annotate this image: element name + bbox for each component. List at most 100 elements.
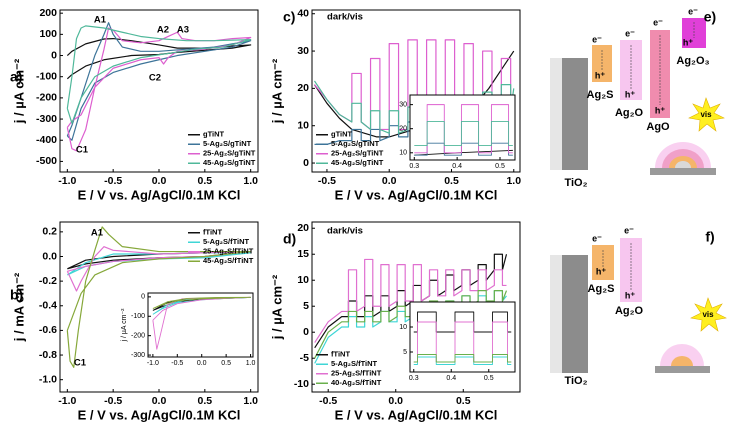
plot-frame xyxy=(409,301,516,373)
annotation: A1 xyxy=(91,228,104,239)
y-tick-label: -0.2 xyxy=(39,275,57,287)
band-label: Ag₂S xyxy=(587,89,614,101)
y-tick-label: 0 xyxy=(303,157,309,169)
annotation: A2 xyxy=(157,25,169,36)
particle-layer xyxy=(671,356,693,366)
x-tick-label: 1.0 xyxy=(243,175,258,187)
x-axis-label: E / V vs. Ag/AgCl/0.1M KCl xyxy=(335,187,498,202)
annotation: dark/vis xyxy=(327,12,363,23)
data-line xyxy=(66,226,252,368)
legend-label: gTiNT xyxy=(203,130,225,139)
legend-label: 45-Ag₂S/fTiNT xyxy=(203,256,254,265)
data-line xyxy=(414,142,513,156)
legend-label: 5-Ag₂S/fTiNT xyxy=(331,359,378,368)
particle-core xyxy=(675,161,691,168)
electron-label: e⁻ xyxy=(625,28,635,38)
hole-label: h⁺ xyxy=(596,266,606,276)
data-line xyxy=(414,121,513,147)
data-line xyxy=(413,354,512,363)
y-tick-label: -500 xyxy=(36,155,57,167)
y-tick-label: 10 xyxy=(297,274,309,286)
x-tick-label: 0.0 xyxy=(152,175,167,187)
hole-label: h⁺ xyxy=(683,37,693,47)
y-tick-label: -300 xyxy=(36,113,57,125)
x-tick-label: 0.0 xyxy=(388,395,403,407)
y-tick-label: 15 xyxy=(297,248,309,260)
band-label: TiO₂ xyxy=(564,375,587,387)
y-tick-label: -200 xyxy=(131,333,145,340)
x-tick-label: 0.4 xyxy=(452,163,462,170)
legend-label: fTiNT xyxy=(331,350,350,359)
data-line xyxy=(66,25,252,124)
panel-label: e) xyxy=(704,9,716,25)
legend-label: 5-Ag₂S/gTiNT xyxy=(331,139,380,148)
legend-label: 5-Ag₂S/fTiNT xyxy=(203,237,250,246)
y-axis-label: j / µA cm⁻² xyxy=(121,308,128,343)
band-label: Ag₂O xyxy=(615,305,644,317)
y-tick-label: 10 xyxy=(297,119,309,131)
panel-label: d) xyxy=(283,231,296,247)
legend-label: 5-Ag₂S/gTiNT xyxy=(203,139,252,148)
y-tick-label: 0.0 xyxy=(42,250,57,262)
y-axis-label: j / µA cm⁻² xyxy=(269,58,284,124)
data-line xyxy=(314,258,507,343)
sun xyxy=(690,297,727,332)
y-tick-label: -300 xyxy=(131,352,145,359)
x-tick-label: 0.0 xyxy=(197,360,207,367)
x-tick-label: -1.0 xyxy=(58,175,76,187)
x-tick-label: 0.5 xyxy=(456,395,471,407)
plot-frame xyxy=(59,9,259,173)
x-tick-label: 0.5 xyxy=(198,175,213,187)
data-line xyxy=(66,37,252,80)
x-tick-label: 0.3 xyxy=(409,375,419,382)
data-line xyxy=(152,296,252,309)
y-tick-label: -0.6 xyxy=(39,324,57,336)
y-tick-label: -5 xyxy=(300,352,309,364)
sun xyxy=(688,97,725,132)
y-tick-label: -400 xyxy=(36,134,57,146)
x-tick-label: 0.5 xyxy=(198,395,213,407)
x-tick-label: 1.0 xyxy=(243,395,258,407)
y-tick-label: -1.0 xyxy=(39,373,57,385)
panel-label: f) xyxy=(705,229,714,245)
panel-label: b) xyxy=(10,287,23,303)
x-tick-label: -0.5 xyxy=(104,175,122,187)
annotation: dark/vis xyxy=(327,226,363,237)
y-tick-label: -0.8 xyxy=(39,349,57,361)
diagram-f xyxy=(550,238,727,373)
x-tick-label: 0.0 xyxy=(152,395,167,407)
y-tick-label: 0 xyxy=(51,49,57,61)
legend-label: 45-Ag₂S/gTiNT xyxy=(203,158,256,167)
y-tick-label: -200 xyxy=(36,92,57,104)
x-tick-label: 0.5 xyxy=(495,163,505,170)
annotation: C2 xyxy=(149,73,161,84)
x-tick-label: -0.5 xyxy=(104,395,122,407)
y-axis-label: j / µA cm⁻² xyxy=(269,274,284,340)
electron-label: e⁻ xyxy=(592,34,602,44)
y-tick-label: 5 xyxy=(303,300,309,312)
panel-label: c) xyxy=(283,9,295,25)
y-tick-label: -0.4 xyxy=(39,300,57,312)
x-tick-label: 1.0 xyxy=(246,360,256,367)
y-tick-label: 30 xyxy=(297,45,309,57)
electron-label: e⁻ xyxy=(688,6,698,16)
y-axis-label: j / mA cm⁻² xyxy=(11,272,26,342)
band-label: Ag₂O₃ xyxy=(676,55,709,67)
y-tick-label: 40 xyxy=(297,8,309,20)
annotation: A1 xyxy=(94,15,107,26)
annotation: C1 xyxy=(74,358,87,369)
y-tick-label: 30 xyxy=(399,101,407,108)
legend-label: 45-Ag₂S/gTiNT xyxy=(331,158,384,167)
data-line xyxy=(66,22,252,141)
hole-label: h⁺ xyxy=(595,70,605,80)
y-tick-label: 200 xyxy=(39,7,57,19)
particle-layer xyxy=(660,344,704,366)
x-axis-label: E / V vs. Ag/AgCl/0.1M KCl xyxy=(78,187,241,202)
diagram-e xyxy=(550,18,725,175)
y-tick-label: -100 xyxy=(36,70,57,82)
y-tick-label: 10 xyxy=(399,324,407,331)
y-tick-label: 20 xyxy=(297,222,309,234)
y-axis-label: j / µA cm⁻² xyxy=(11,58,26,124)
substrate xyxy=(655,366,710,373)
